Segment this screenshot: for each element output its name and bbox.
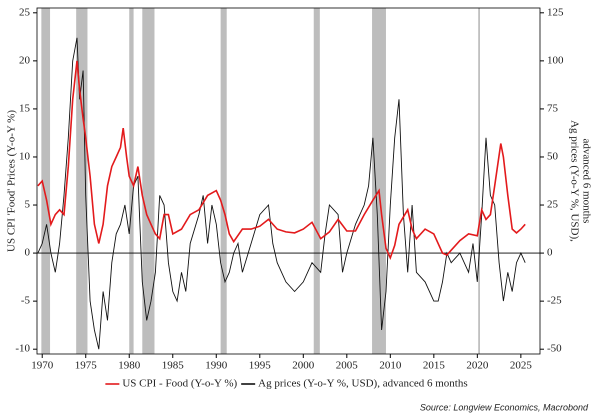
x-tick-label: 1975 [75,360,98,372]
y-tick-label: 20 [19,54,31,66]
x-tick-label: 2000 [292,360,315,372]
y-tick-label: 25 [19,6,31,18]
x-tick-label: 2025 [510,360,533,372]
series-line [37,60,526,261]
y-tick-label: -10 [15,343,30,355]
y2-tick-label: 75 [547,102,559,114]
legend: US CPI - Food (Y-o-Y %) Ag prices (Y-o-Y … [105,378,468,390]
x-tick-label: 1970 [31,360,54,372]
y2-axis-label: Ag prices (Y-o-Y %, USD), [568,120,580,242]
y2-tick-label: 25 [547,199,559,211]
y2-tick-label: 0 [547,247,553,259]
y-tick-label: 0 [25,247,31,259]
recession-band [313,8,320,354]
y-tick-label: 10 [19,151,31,163]
y2-tick-label: -50 [547,343,562,355]
source: Source: Longview Economics, Macrobond [420,402,589,412]
recession-band [41,8,51,354]
y-axis-label: US CPI 'Food' Prices (Y-o-Y %) [6,110,18,252]
y2-tick-label: 100 [547,54,564,66]
recession-band [76,8,88,354]
x-tick-label: 2005 [336,360,359,372]
x-tick-label: 1980 [118,360,141,372]
plot-frame [36,7,541,355]
y2-tick-label: 50 [547,151,559,163]
x-tick-label: 2020 [466,360,489,372]
recession-band [220,8,227,354]
legend-label: US CPI - Food (Y-o-Y %) [122,378,237,390]
x-tick-label: 1985 [162,360,185,372]
recession-band [478,8,480,354]
legend-label: Ag prices (Y-o-Y %, USD), advanced 6 mon… [258,378,467,390]
y-tick-label: 15 [19,102,31,114]
recession-band [372,8,386,354]
y-tick-label: -5 [21,295,31,307]
x-tick-label: 1990 [205,360,228,372]
x-tick-label: 2015 [423,360,446,372]
recession-band [142,8,155,354]
y2-tick-label: 125 [547,6,564,18]
series-line [37,37,526,350]
y-tick-label: 5 [25,199,31,211]
x-tick-label: 1995 [249,360,272,372]
x-tick-label: 2010 [379,360,402,372]
y2-tick-label: -25 [547,295,562,307]
y2-axis-label: advanced 6 months [580,139,592,224]
